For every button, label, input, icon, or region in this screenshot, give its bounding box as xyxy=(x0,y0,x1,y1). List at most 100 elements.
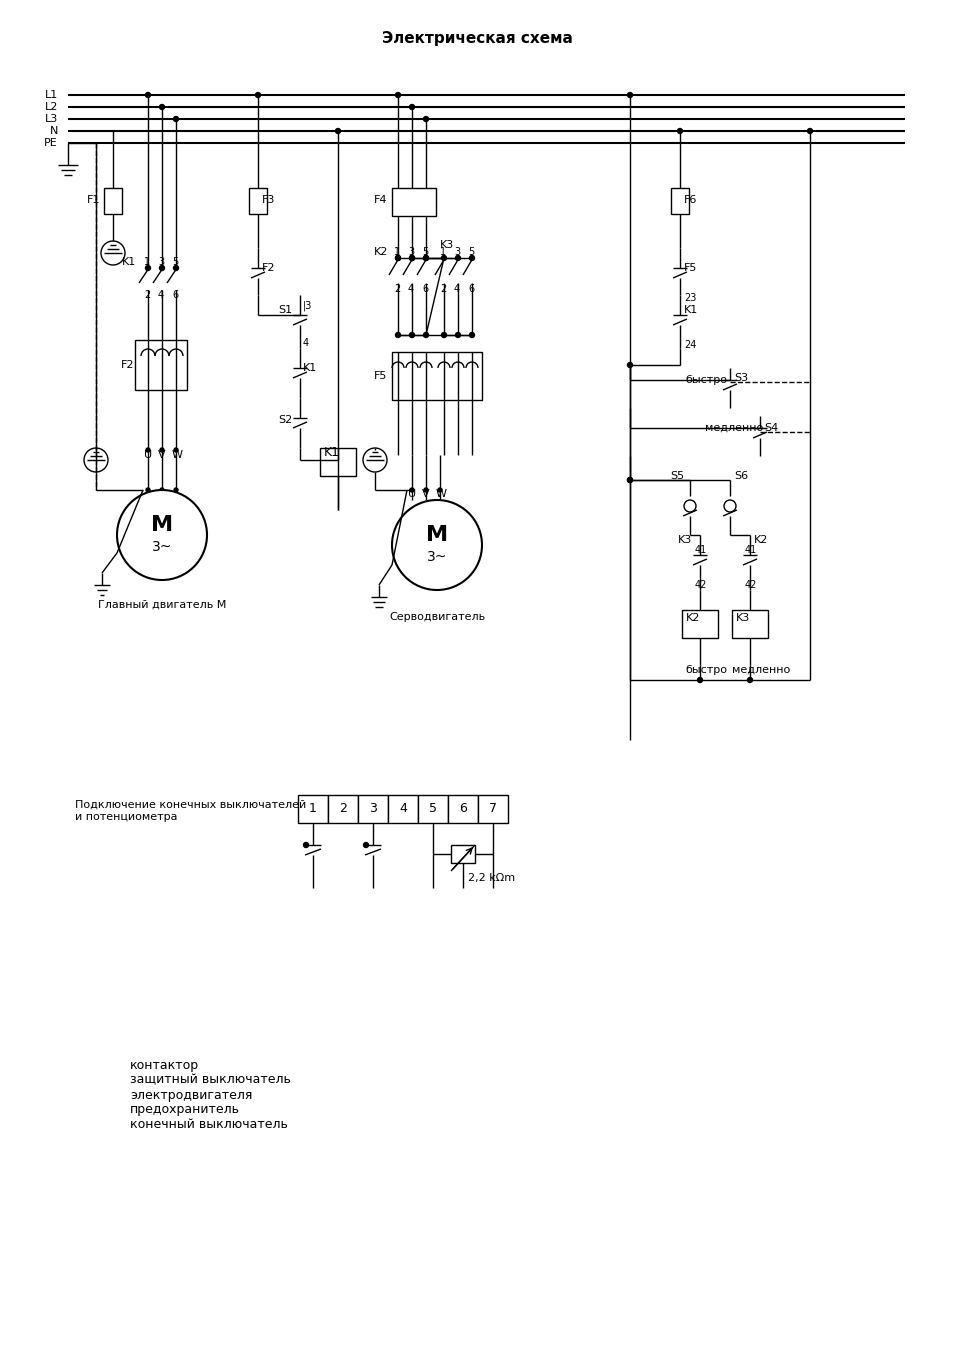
Circle shape xyxy=(173,488,178,492)
Text: 42: 42 xyxy=(744,580,757,590)
Circle shape xyxy=(255,93,260,97)
Circle shape xyxy=(160,448,164,452)
Circle shape xyxy=(84,448,108,472)
Circle shape xyxy=(410,488,414,492)
Circle shape xyxy=(395,255,400,260)
Text: 2: 2 xyxy=(439,285,446,294)
Circle shape xyxy=(723,500,735,513)
Text: F6: F6 xyxy=(683,196,697,205)
Text: 4: 4 xyxy=(408,285,414,294)
Text: Электрическая схема: Электрическая схема xyxy=(381,31,572,46)
Circle shape xyxy=(469,255,474,260)
Text: F3: F3 xyxy=(262,196,275,205)
Text: 3: 3 xyxy=(454,247,459,258)
Text: S1: S1 xyxy=(277,305,292,316)
Circle shape xyxy=(627,93,632,97)
Text: электродвигателя: электродвигателя xyxy=(130,1089,253,1102)
Circle shape xyxy=(160,488,164,492)
Text: 1: 1 xyxy=(439,247,446,258)
Text: K2: K2 xyxy=(685,612,700,623)
Text: 4: 4 xyxy=(158,290,164,299)
Text: 4: 4 xyxy=(303,339,309,348)
Circle shape xyxy=(423,116,428,121)
Bar xyxy=(297,795,328,823)
Circle shape xyxy=(395,255,400,260)
Circle shape xyxy=(806,128,812,134)
Text: 3~: 3~ xyxy=(426,550,447,564)
Text: U: U xyxy=(144,451,152,460)
Circle shape xyxy=(146,488,150,492)
Text: Главный двигатель М: Главный двигатель М xyxy=(98,600,226,610)
Circle shape xyxy=(146,266,151,271)
Text: F2: F2 xyxy=(262,263,275,272)
Text: K3: K3 xyxy=(439,240,454,250)
Text: 6: 6 xyxy=(468,285,474,294)
Circle shape xyxy=(173,448,178,452)
Bar xyxy=(448,795,477,823)
Text: 6: 6 xyxy=(458,803,466,816)
Bar xyxy=(328,795,357,823)
Text: предохранитель: предохранитель xyxy=(130,1103,240,1117)
Circle shape xyxy=(455,332,460,337)
Text: K2: K2 xyxy=(753,536,767,545)
Text: F4: F4 xyxy=(374,196,387,205)
Text: быстро: быстро xyxy=(684,665,726,674)
Text: F1: F1 xyxy=(87,196,100,205)
Circle shape xyxy=(395,332,400,337)
Text: медленно: медленно xyxy=(731,665,789,674)
Circle shape xyxy=(173,266,178,271)
Text: 42: 42 xyxy=(695,580,706,590)
Text: M: M xyxy=(151,515,172,536)
Bar xyxy=(135,340,187,390)
Text: M: M xyxy=(425,525,448,545)
Circle shape xyxy=(392,500,481,590)
Bar xyxy=(681,610,718,638)
Circle shape xyxy=(335,128,340,134)
Text: S6: S6 xyxy=(733,471,747,482)
Circle shape xyxy=(159,104,164,109)
Text: контактор: контактор xyxy=(130,1059,199,1071)
Circle shape xyxy=(409,104,414,109)
Bar xyxy=(731,610,767,638)
Text: 4: 4 xyxy=(454,285,459,294)
Text: 5: 5 xyxy=(468,247,474,258)
Text: W: W xyxy=(436,488,447,499)
Circle shape xyxy=(441,255,446,260)
Circle shape xyxy=(627,363,632,367)
Text: конечный выключатель: конечный выключатель xyxy=(130,1118,288,1132)
Text: L2: L2 xyxy=(45,103,58,112)
Text: N: N xyxy=(50,125,58,136)
Bar xyxy=(104,188,122,214)
Circle shape xyxy=(747,677,752,683)
Bar xyxy=(477,795,507,823)
Bar xyxy=(357,795,388,823)
Text: 2: 2 xyxy=(144,290,150,299)
Circle shape xyxy=(146,93,151,97)
Text: и потенциометра: и потенциометра xyxy=(75,812,177,822)
Text: 5: 5 xyxy=(421,247,428,258)
Text: S4: S4 xyxy=(763,424,778,433)
Circle shape xyxy=(423,255,428,260)
Text: 5: 5 xyxy=(172,258,178,267)
Circle shape xyxy=(363,843,368,847)
Text: 41: 41 xyxy=(695,545,706,554)
Text: 3: 3 xyxy=(369,803,376,816)
Text: K1: K1 xyxy=(683,305,698,316)
Text: K2: K2 xyxy=(374,247,388,258)
Circle shape xyxy=(455,255,460,260)
Circle shape xyxy=(423,488,428,492)
Text: 2: 2 xyxy=(338,803,347,816)
Text: 6: 6 xyxy=(421,285,428,294)
Text: 1: 1 xyxy=(309,803,316,816)
Circle shape xyxy=(101,241,125,264)
Circle shape xyxy=(173,116,178,121)
Circle shape xyxy=(303,843,308,847)
Text: 1: 1 xyxy=(394,247,399,258)
Text: PE: PE xyxy=(44,138,58,148)
Circle shape xyxy=(423,332,428,337)
Text: K1: K1 xyxy=(303,363,317,374)
Circle shape xyxy=(395,93,400,97)
Text: F2: F2 xyxy=(121,360,134,370)
Text: 2: 2 xyxy=(394,285,400,294)
Circle shape xyxy=(683,500,696,513)
